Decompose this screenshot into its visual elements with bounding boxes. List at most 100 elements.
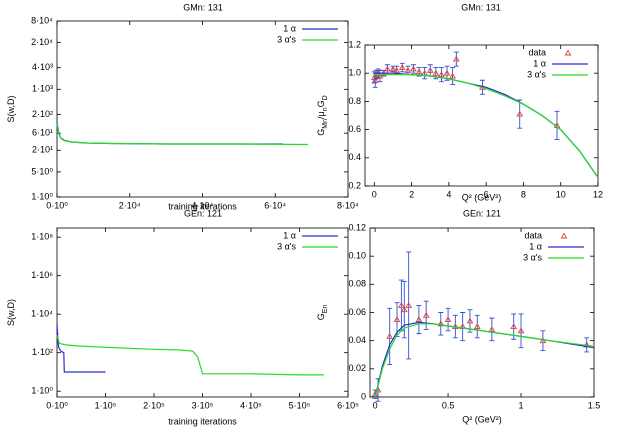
error-bar bbox=[445, 307, 451, 332]
error-bar bbox=[489, 317, 495, 342]
legend-marker bbox=[560, 232, 568, 239]
error-bar bbox=[387, 307, 393, 366]
y-axis-label-part: n bbox=[322, 107, 329, 111]
data-point bbox=[466, 317, 474, 324]
data-point bbox=[443, 69, 451, 76]
y-tick-label: 1·10⁸ bbox=[31, 232, 53, 242]
y-tick-label: 1·10⁴ bbox=[31, 309, 53, 319]
x-tick-label: 2·10⁴ bbox=[119, 200, 141, 210]
data-point bbox=[510, 323, 518, 330]
data-point bbox=[404, 66, 412, 73]
x-tick-label: 0.5 bbox=[442, 400, 455, 410]
error-bar bbox=[474, 314, 480, 339]
legend-label: 1 α bbox=[283, 230, 296, 240]
data-point bbox=[444, 316, 452, 322]
y-tick-label: 1·10⁰ bbox=[31, 386, 53, 396]
error-bar bbox=[554, 110, 560, 140]
y-tick-label: 0.06 bbox=[348, 307, 366, 317]
y-axis-label-part: S(w,D) bbox=[6, 299, 16, 326]
y-tick-label: 1·10⁰ bbox=[31, 191, 53, 201]
x-tick-label: 0·10⁰ bbox=[46, 200, 68, 210]
data-point bbox=[415, 316, 423, 322]
y-tick-label: 1.0 bbox=[348, 68, 361, 78]
y-tick-label: 2·10¹ bbox=[32, 145, 53, 155]
y-tick-label: 1·10³ bbox=[32, 84, 53, 94]
error-bar bbox=[438, 67, 444, 83]
legend-marker bbox=[564, 49, 572, 56]
legend-label: 1 α bbox=[533, 58, 546, 68]
data-point bbox=[393, 66, 401, 73]
error-bar bbox=[438, 312, 444, 336]
x-tick-label: 2·10⁵ bbox=[143, 400, 165, 410]
x-tick-label: 0·10⁰ bbox=[46, 400, 68, 410]
y-tick-label: 0.08 bbox=[348, 279, 366, 289]
x-tick-label: 8 bbox=[521, 189, 526, 199]
data-point bbox=[473, 323, 481, 330]
data-point bbox=[426, 66, 434, 73]
y-tick-label: 1·10⁶ bbox=[31, 270, 53, 280]
y-axis-label-part: G bbox=[316, 129, 326, 136]
x-tick-label: 8·10⁴ bbox=[337, 200, 359, 210]
error-bar bbox=[406, 251, 412, 360]
x-tick-label: 4 bbox=[446, 189, 451, 199]
data-point bbox=[422, 311, 430, 318]
error-bar bbox=[518, 313, 524, 349]
data-point bbox=[400, 306, 408, 313]
data-point bbox=[452, 55, 460, 62]
x-tick-label: 12 bbox=[593, 189, 603, 199]
error-bar bbox=[394, 302, 400, 337]
error-bar bbox=[517, 99, 523, 129]
data-point bbox=[449, 72, 456, 79]
x-axis-label: training iterations bbox=[168, 201, 237, 211]
y-tick-label: 0.04 bbox=[348, 335, 366, 345]
data-point bbox=[517, 327, 525, 334]
plot-frame bbox=[56, 227, 349, 398]
series-line bbox=[56, 122, 283, 145]
error-bar bbox=[453, 51, 459, 67]
y-axis-label-part: Mn bbox=[322, 119, 329, 129]
chart-title: GMn: 131 bbox=[461, 2, 501, 12]
data-point bbox=[415, 68, 423, 75]
x-tick-label: 6·10⁵ bbox=[337, 400, 359, 410]
y-tick-label: 0.6 bbox=[348, 124, 361, 134]
x-tick-label: 1.5 bbox=[588, 400, 601, 410]
y-tick-label: 0.12 bbox=[348, 222, 366, 232]
chart-title: GEn: 121 bbox=[463, 208, 501, 218]
plot-frame bbox=[369, 227, 595, 398]
legend-label: 3 α's bbox=[527, 69, 546, 79]
x-tick-label: 1·10⁵ bbox=[95, 400, 117, 410]
y-tick-label: 1.2 bbox=[348, 39, 361, 49]
data-point bbox=[371, 76, 379, 83]
plot-frame bbox=[56, 20, 349, 198]
y-axis-label-part: En bbox=[322, 305, 329, 314]
y-tick-label: 0 bbox=[361, 391, 366, 401]
x-tick-label: 0 bbox=[373, 400, 378, 410]
y-tick-label: 0.2 bbox=[348, 180, 361, 190]
series-line bbox=[374, 74, 599, 178]
series-line bbox=[374, 323, 595, 398]
y-tick-label: 0.02 bbox=[348, 363, 366, 373]
data-point bbox=[397, 302, 405, 308]
y-tick-label: 2·10² bbox=[32, 109, 53, 119]
y-axis-label: S(w,D) bbox=[6, 299, 16, 326]
data-point bbox=[516, 110, 524, 117]
legend-label: 3 α's bbox=[277, 241, 296, 251]
x-tick-label: 0 bbox=[372, 189, 377, 199]
error-bar bbox=[416, 305, 422, 335]
y-axis-label-part: G bbox=[316, 313, 326, 320]
error-bar bbox=[423, 300, 429, 330]
data-point bbox=[488, 326, 496, 332]
x-tick-label: 5·10⁵ bbox=[289, 400, 311, 410]
y-axis-label-part: S(w,D) bbox=[6, 95, 16, 122]
y-axis-label: S(w,D) bbox=[6, 95, 16, 122]
data-point bbox=[410, 65, 417, 72]
error-bar bbox=[540, 330, 546, 351]
x-tick-label: 4·10⁵ bbox=[240, 400, 262, 410]
chart-title: GEn: 121 bbox=[184, 208, 222, 218]
x-tick-label: 2 bbox=[409, 189, 414, 199]
x-tick-label: 4·10⁴ bbox=[192, 200, 214, 210]
y-axis-label-part: /μ bbox=[316, 111, 326, 119]
error-bar bbox=[450, 67, 456, 85]
series-line bbox=[56, 335, 324, 376]
y-tick-label: 0.4 bbox=[348, 152, 361, 162]
